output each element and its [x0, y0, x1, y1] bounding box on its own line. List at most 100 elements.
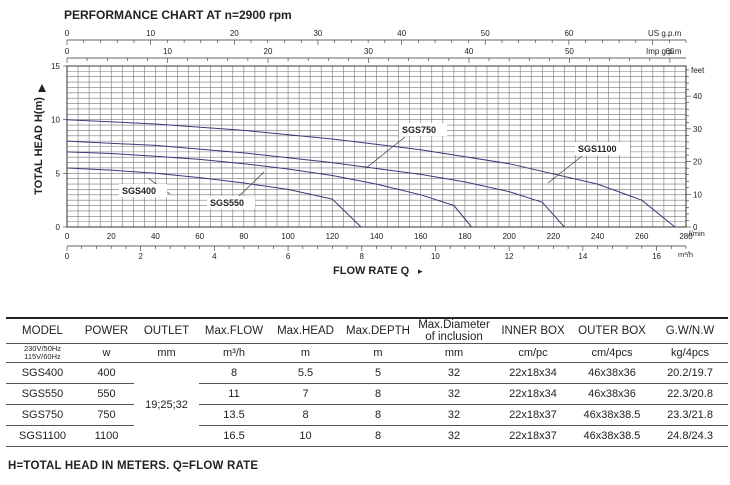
leader-line	[365, 136, 406, 169]
header-inner-box: INNER BOX	[494, 317, 572, 344]
header-outer-box: OUTER BOX	[572, 317, 652, 344]
cell-outer-box: 46x38x38.5	[572, 425, 652, 447]
lmin-tick-label: 40	[151, 232, 160, 241]
cell-weight: 22.3/20.8	[652, 383, 728, 405]
cell-model: SGS400	[6, 362, 79, 384]
m3h-tick-label: 10	[431, 252, 440, 261]
chart-title: PERFORMANCE CHART AT n=2900 rpm	[64, 8, 292, 22]
curve-sgs400	[66, 167, 362, 228]
leader-line	[235, 171, 265, 200]
lmin-tick-label: 280	[679, 232, 693, 241]
unit-inner-box: cm/pc	[494, 343, 572, 363]
m3h-tick-label: 0	[65, 252, 70, 261]
lmin-tick-label: 240	[591, 232, 605, 241]
label-bg	[119, 184, 167, 197]
y-tick-label: 15	[51, 62, 60, 71]
feet-tick-label: 10	[693, 190, 702, 199]
cell-flow: 16.5	[199, 425, 269, 447]
imp-gpm-tick-label: 60	[665, 47, 674, 56]
cell-weight: 23.3/21.8	[652, 404, 728, 426]
m3h-tick-label: 14	[578, 252, 587, 261]
unit-weight: kg/4pcs	[652, 343, 728, 363]
unit-flow: m³/h	[199, 343, 269, 363]
cell-power: 400	[79, 362, 134, 384]
cell-flow: 11	[199, 383, 269, 405]
y-tick-label: 10	[51, 116, 60, 125]
us-gpm-tick-label: 50	[481, 29, 490, 38]
y-axis-arrow-icon	[38, 84, 46, 92]
us-gpm-tick-label: 10	[146, 29, 155, 38]
cell-depth: 5	[342, 362, 414, 384]
series-label: SGS750	[402, 125, 436, 135]
cell-flow: 13.5	[199, 404, 269, 426]
unit-power: w	[79, 343, 134, 363]
feet-tick-label: 0	[693, 223, 698, 232]
lmin-tick-label: 140	[370, 232, 384, 241]
lmin-tick-label: 220	[547, 232, 561, 241]
cell-diameter: 32	[414, 362, 494, 384]
curve-sgs750	[66, 140, 565, 228]
cell-power: 750	[79, 404, 134, 426]
imp-gpm-unit-label: Imp g.p.m	[646, 47, 682, 56]
table-row: SGS400 400 19;25;32 8 5.5 5 32 22x18x34 …	[6, 362, 728, 447]
header-power: POWER	[79, 317, 134, 344]
table-units-row: 230V/50Hz 115V/60Hz w mm m³/h m m mm cm/…	[6, 343, 728, 363]
table-header-row: MODEL POWER OUTLET Max.FLOW Max.HEAD Max…	[6, 317, 728, 344]
feet-tick-label: 30	[693, 125, 702, 134]
series-label: SGS1100	[578, 144, 617, 154]
cell-head: 5.5	[269, 362, 342, 384]
label-bg	[575, 142, 630, 155]
cell-head: 10	[269, 425, 342, 447]
cell-model: SGS550	[6, 383, 79, 405]
cell-head: 7	[269, 383, 342, 405]
cell-outer-box: 46x38x36	[572, 383, 652, 405]
unit-outer-box: cm/4pcs	[572, 343, 652, 363]
header-max-flow: Max.FLOW	[199, 317, 269, 344]
header-model: MODEL	[6, 317, 79, 344]
footnote: H=TOTAL HEAD IN METERS. Q=FLOW RATE	[8, 460, 259, 472]
label-bg	[399, 123, 447, 136]
m3h-tick-label: 16	[652, 252, 661, 261]
cell-model: SGS750	[6, 404, 79, 426]
cell-diameter: 32	[414, 425, 494, 447]
unit-depth: m	[342, 343, 414, 363]
cell-diameter: 32	[414, 383, 494, 405]
lmin-tick-label: 180	[458, 232, 472, 241]
plot-frame	[66, 65, 687, 228]
cell-weight: 24.8/24.3	[652, 425, 728, 447]
cell-weight: 20.2/19.7	[652, 362, 728, 384]
lmin-tick-label: 120	[326, 232, 340, 241]
lmin-tick-label: 260	[635, 232, 649, 241]
header-max-depth: Max.DEPTH	[342, 317, 414, 344]
feet-tick-label: 40	[693, 92, 702, 101]
header-max-diameter: Max.Diameter of inclusion	[414, 317, 494, 344]
lmin-tick-label: 200	[502, 232, 516, 241]
m3h-unit-label: m³/h	[678, 250, 693, 259]
us-gpm-tick-label: 20	[230, 29, 239, 38]
cell-diameter: 32	[414, 404, 494, 426]
m3h-tick-label: 8	[360, 252, 365, 261]
cell-model: SGS1100	[6, 425, 79, 447]
leader-line	[547, 155, 583, 184]
lmin-tick-label: 20	[107, 232, 116, 241]
imp-gpm-tick-label: 20	[264, 47, 273, 56]
unit-head: m	[269, 343, 342, 363]
cell-depth: 8	[342, 425, 414, 447]
cell-depth: 8	[342, 383, 414, 405]
y-tick-label: 0	[56, 223, 61, 232]
cell-outlet: 19;25;32	[134, 362, 199, 447]
cell-head: 8	[269, 404, 342, 426]
x-axis-arrow-icon: ▸	[418, 266, 423, 276]
cell-inner-box: 22x18x34	[494, 362, 572, 384]
label-bg	[207, 196, 255, 209]
cell-outer-box: 46x38x38.5	[572, 404, 652, 426]
m3h-tick-label: 6	[286, 252, 291, 261]
cell-inner-box: 22x18x37	[494, 425, 572, 447]
imp-gpm-tick-label: 50	[565, 47, 574, 56]
unit-outlet: mm	[134, 343, 199, 363]
feet-tick-label: 20	[693, 158, 702, 167]
curve-sgs1100	[66, 119, 676, 228]
lmin-tick-label: 80	[239, 232, 248, 241]
unit-voltage: 230V/50Hz 115V/60Hz	[6, 343, 79, 363]
lmin-tick-label: 60	[195, 232, 204, 241]
